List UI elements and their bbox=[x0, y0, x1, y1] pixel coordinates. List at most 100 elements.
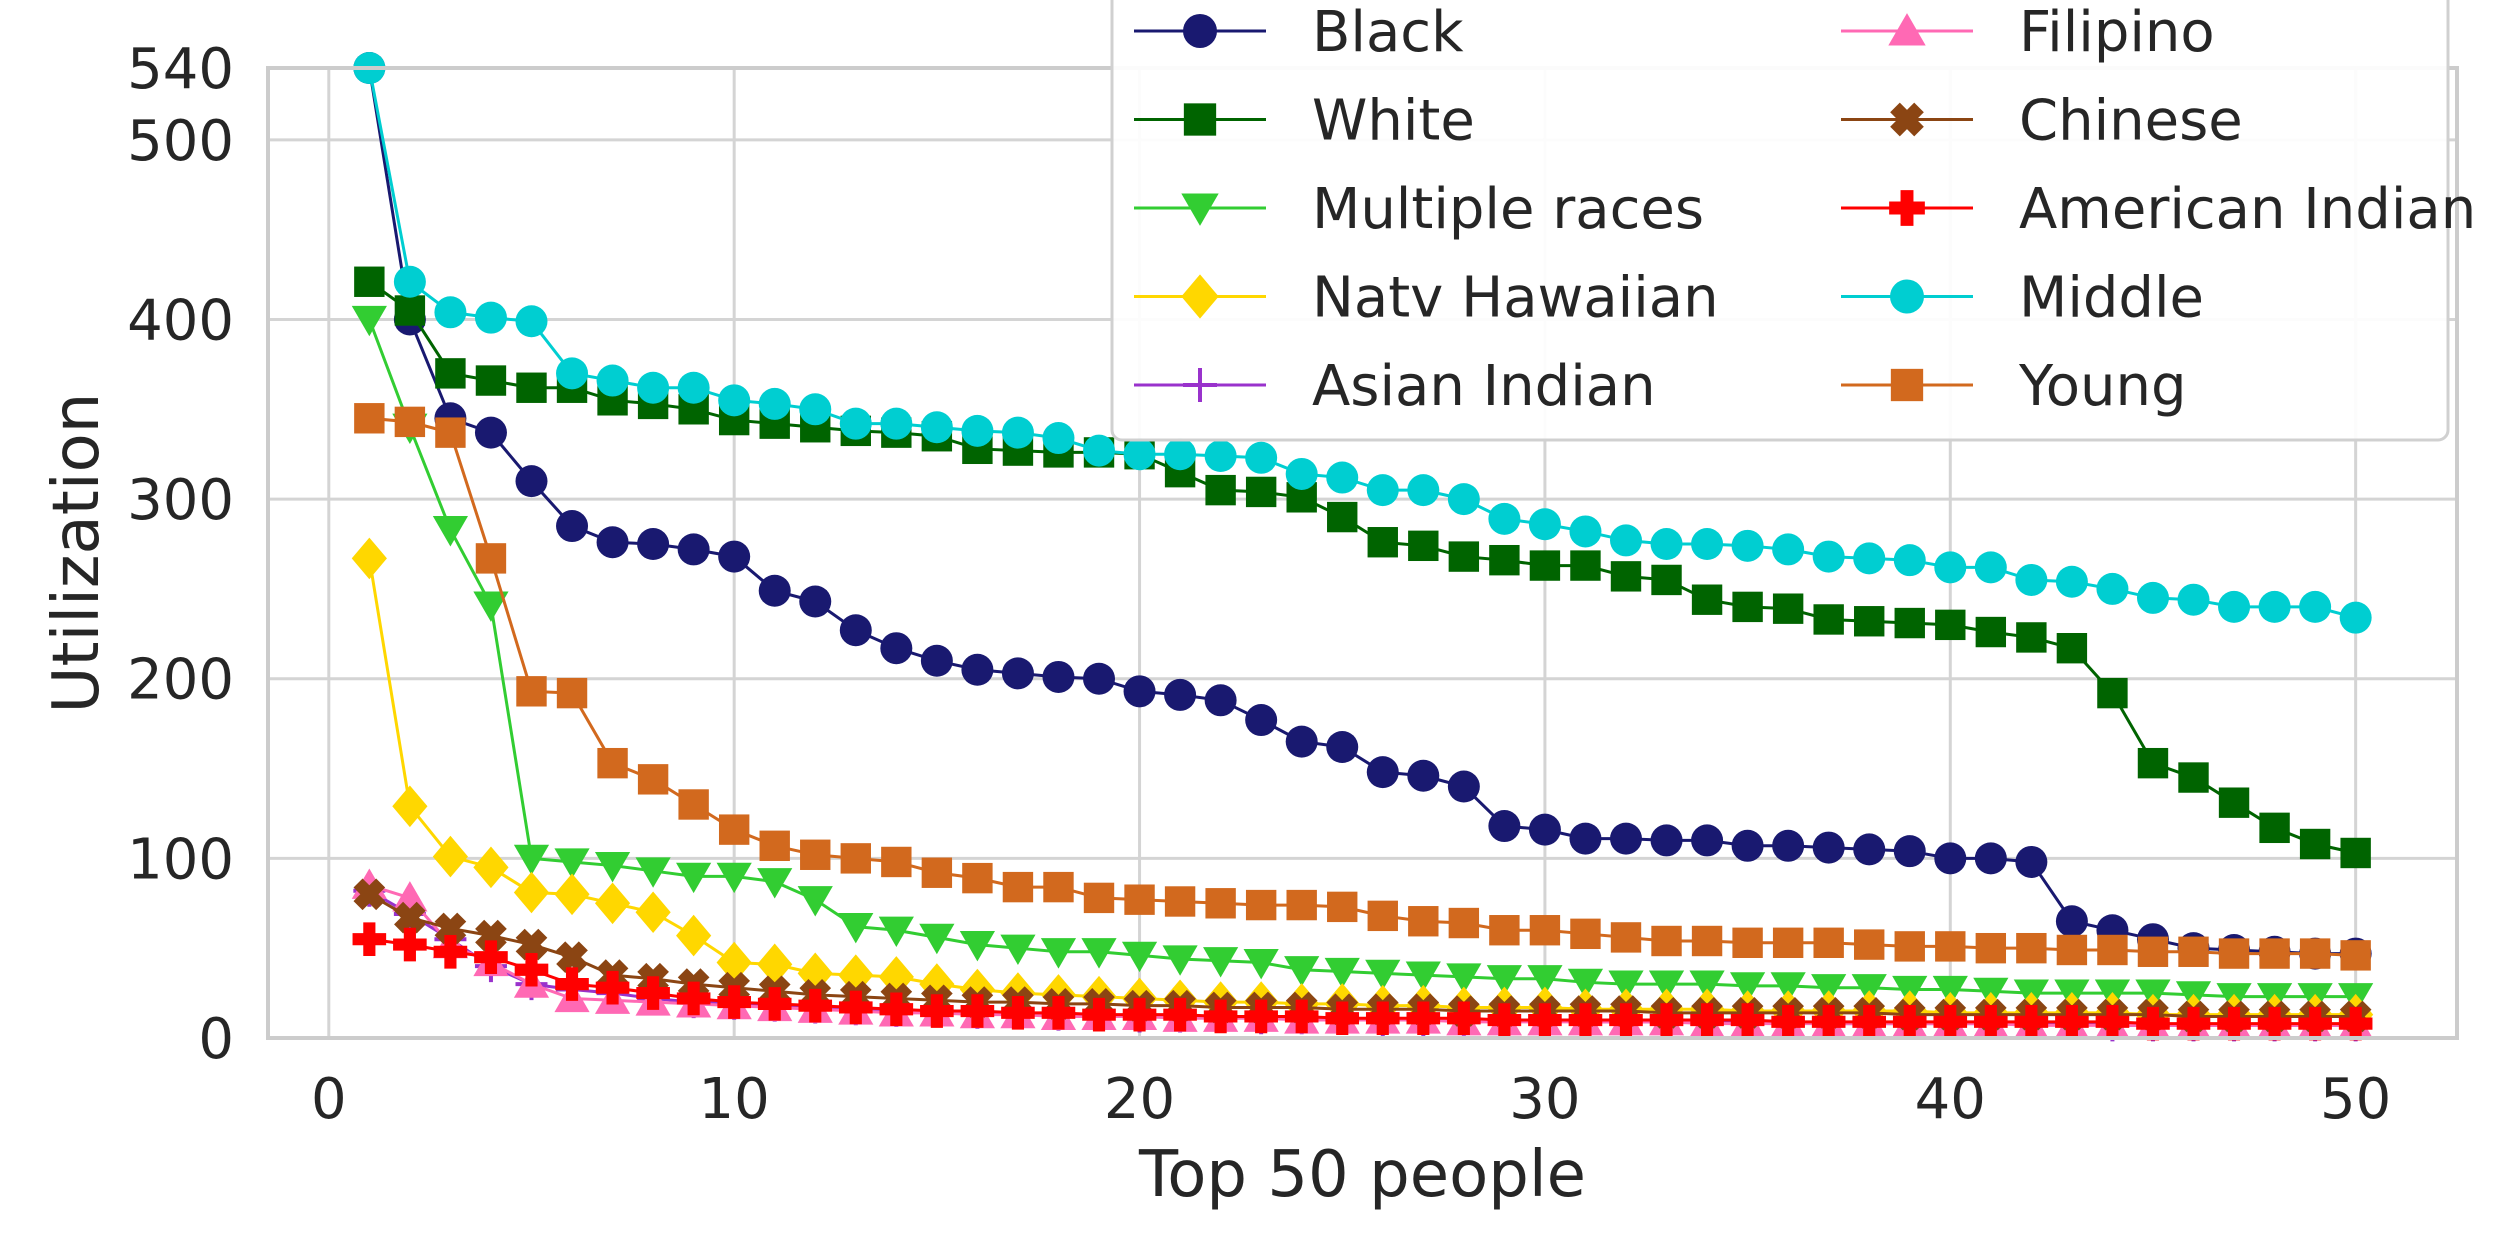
data-point-natv-hawaiian bbox=[676, 914, 712, 957]
data-point-american-indian bbox=[1852, 1005, 1887, 1039]
data-point-white bbox=[2137, 747, 2169, 779]
data-point-black bbox=[1123, 675, 1156, 708]
data-point-american-indian bbox=[676, 981, 711, 1016]
x-tick-label: 40 bbox=[1915, 1067, 1986, 1132]
data-point-young bbox=[1327, 891, 1358, 923]
data-point-middle bbox=[677, 371, 710, 404]
data-point-black bbox=[920, 644, 953, 677]
data-point-natv-hawaiian bbox=[513, 871, 550, 914]
data-point-american-indian bbox=[514, 952, 549, 987]
data-point-american-indian bbox=[1406, 1001, 1441, 1036]
data-point-white bbox=[2299, 828, 2331, 860]
data-point-american-indian bbox=[1244, 999, 1278, 1034]
data-point-american-indian bbox=[1163, 997, 1197, 1032]
data-point-young bbox=[1124, 884, 1155, 915]
data-point-middle bbox=[637, 371, 670, 404]
data-point-middle bbox=[1164, 438, 1197, 471]
data-point-middle bbox=[1691, 528, 1724, 561]
data-point-chinese bbox=[353, 878, 386, 911]
legend-marker-multiple-races bbox=[1181, 193, 1219, 226]
legend-marker-asian-indian bbox=[1183, 368, 1217, 402]
legend-item-chinese: Chinese bbox=[1841, 89, 2243, 154]
data-point-middle bbox=[474, 301, 507, 334]
data-point-american-indian bbox=[717, 985, 751, 1019]
data-point-white bbox=[475, 365, 507, 396]
x-tick-label: 10 bbox=[699, 1067, 770, 1132]
data-point-young bbox=[921, 857, 953, 888]
legend-label-young: Young bbox=[2018, 354, 2187, 419]
y-tick-label: 200 bbox=[127, 648, 234, 713]
x-tick-label: 20 bbox=[1104, 1067, 1175, 1132]
data-point-black bbox=[1488, 810, 1521, 843]
data-point-black bbox=[1893, 835, 1926, 868]
data-point-white bbox=[1327, 501, 1358, 533]
data-point-young bbox=[1570, 918, 1601, 950]
data-point-multiple-races bbox=[1811, 974, 1847, 1005]
data-point-black bbox=[1812, 831, 1845, 864]
data-point-multiple-races bbox=[797, 886, 833, 917]
y-tick-label: 100 bbox=[127, 827, 234, 892]
data-point-black bbox=[1934, 842, 1967, 875]
data-point-white bbox=[1408, 530, 1439, 562]
data-point-young bbox=[1691, 925, 1723, 957]
legend-marker-middle bbox=[1890, 279, 1924, 314]
data-point-middle bbox=[758, 387, 791, 420]
data-point-young bbox=[1245, 889, 1277, 921]
data-point-black bbox=[2055, 905, 2088, 938]
data-point-middle bbox=[1853, 542, 1886, 575]
data-point-multiple-races bbox=[1689, 970, 1725, 1001]
legend-item-white: White bbox=[1134, 89, 1475, 154]
data-point-american-indian bbox=[1609, 1003, 1643, 1037]
data-point-middle bbox=[1609, 524, 1642, 557]
data-point-american-indian bbox=[960, 994, 995, 1028]
data-point-middle bbox=[1934, 551, 1967, 584]
data-point-young bbox=[1205, 888, 1236, 919]
data-point-middle bbox=[1812, 540, 1845, 573]
data-point-american-indian bbox=[1203, 999, 1238, 1034]
data-point-white bbox=[1489, 544, 1520, 576]
y-axis-title: Utilization bbox=[40, 393, 114, 714]
data-point-middle bbox=[1488, 502, 1521, 535]
data-point-natv-hawaiian bbox=[351, 537, 387, 580]
data-point-multiple-races bbox=[919, 923, 955, 955]
data-point-middle bbox=[2258, 590, 2291, 623]
data-point-american-indian bbox=[2014, 1005, 2049, 1039]
data-point-multiple-races bbox=[1730, 972, 1766, 1003]
data-point-white bbox=[1245, 476, 1277, 508]
data-point-multiple-races bbox=[757, 868, 793, 899]
data-point-black bbox=[718, 540, 751, 573]
data-point-middle bbox=[434, 296, 467, 329]
data-point-young bbox=[2218, 938, 2250, 969]
data-point-multiple-races bbox=[1324, 957, 1360, 989]
data-point-natv-hawaiian bbox=[594, 882, 631, 925]
data-point-american-indian bbox=[1974, 1005, 2008, 1039]
data-point-american-indian bbox=[1325, 1001, 1360, 1036]
data-point-young bbox=[1975, 932, 2007, 964]
series-young bbox=[354, 403, 2371, 971]
data-point-middle bbox=[1407, 474, 1440, 507]
data-point-middle bbox=[1366, 474, 1399, 507]
data-point-young bbox=[1529, 915, 1561, 946]
data-point-filipino bbox=[392, 881, 428, 912]
legend-marker-young bbox=[1890, 368, 1924, 402]
data-point-young bbox=[2056, 934, 2088, 966]
data-point-american-indian bbox=[1365, 1001, 1400, 1036]
data-point-american-indian bbox=[2217, 1006, 2251, 1041]
data-point-american-indian bbox=[920, 994, 954, 1028]
data-point-multiple-races bbox=[1648, 970, 1685, 1001]
data-point-chinese bbox=[515, 928, 548, 961]
data-point-middle bbox=[1772, 533, 1805, 566]
data-point-multiple-races bbox=[1121, 941, 1158, 973]
data-point-chinese bbox=[556, 941, 588, 974]
legend-item-american-indian: American Indian bbox=[1841, 177, 2476, 242]
data-point-white bbox=[1975, 616, 2007, 648]
data-point-middle bbox=[1285, 457, 1318, 490]
data-point-young bbox=[435, 417, 466, 448]
data-point-chinese bbox=[394, 901, 426, 934]
legend: Black White Multiple races Natv Hawaiian Asi… bbox=[1110, 0, 2476, 442]
data-point-middle bbox=[2218, 590, 2251, 623]
data-point-natv-hawaiian bbox=[757, 943, 793, 986]
data-point-multiple-races bbox=[959, 930, 995, 962]
data-point-natv-hawaiian bbox=[473, 846, 509, 889]
data-point-multiple-races bbox=[473, 591, 509, 622]
